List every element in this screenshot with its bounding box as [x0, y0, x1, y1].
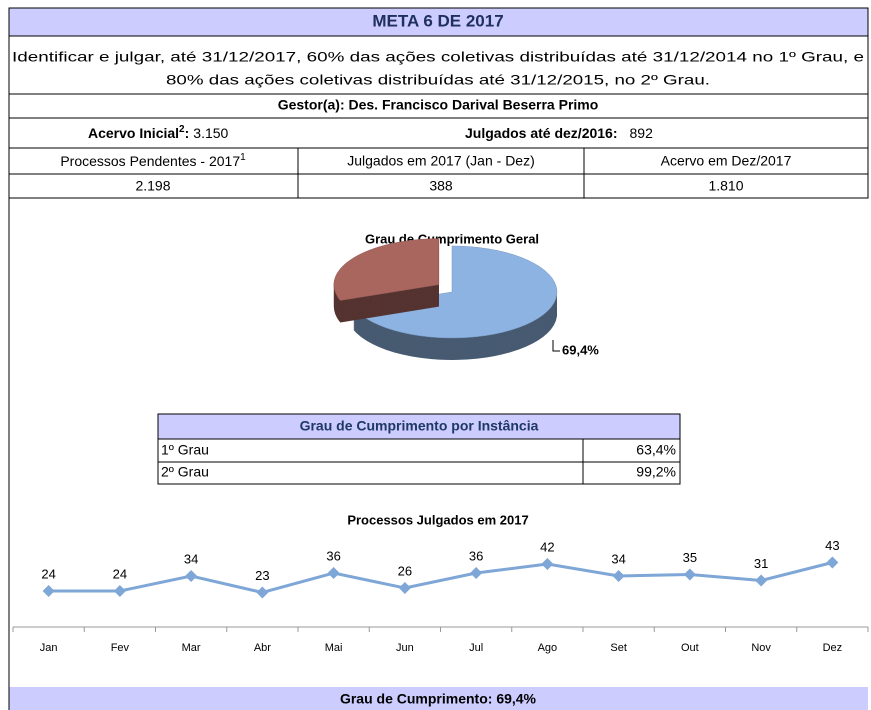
x-tick-label: Mar — [182, 642, 201, 654]
gestor: Gestor(a): Des. Francisco Darival Beserr… — [278, 97, 599, 113]
julgados-2016: Julgados até dez/2016: 892 — [465, 125, 653, 141]
data-label: 23 — [255, 568, 269, 583]
line — [48, 561, 833, 595]
border — [157, 413, 681, 485]
point — [398, 582, 411, 594]
x-tick-label: Nov — [751, 642, 771, 654]
x-tick-label: Ago — [538, 642, 558, 654]
footer: Grau de Cumprimento: 69,4% — [340, 691, 537, 707]
header-text: Processos Pendentes - 2017 — [60, 153, 240, 169]
description: 80% das ações coletivas distribuídas até… — [166, 72, 710, 88]
header: Processos Pendentes - 20171 — [60, 152, 246, 169]
note: 2 — [179, 124, 185, 135]
description: Identificar e julgar, até 31/12/2017, 60… — [12, 49, 864, 65]
value: 3.150 — [193, 125, 228, 141]
title: META 6 DE 2017 — [372, 11, 503, 30]
header: Julgados em 2017 (Jan - Dez) — [347, 153, 535, 169]
data-label: 36 — [469, 548, 483, 563]
x-tick-label: Jul — [469, 642, 483, 654]
cell: 388 — [429, 178, 453, 194]
point — [327, 567, 340, 579]
point — [256, 586, 269, 599]
point — [683, 568, 696, 581]
x-tick-label: Out — [681, 642, 699, 654]
instancia-header-band — [158, 414, 680, 439]
footer-band — [9, 687, 868, 710]
x-tick-label: Set — [610, 642, 627, 654]
data-label: 26 — [398, 563, 412, 578]
cell: 2º Grau — [161, 464, 209, 480]
data-label: 36 — [326, 548, 340, 563]
x-tick-label: Dez — [823, 642, 843, 654]
note: 1 — [240, 152, 246, 163]
data-label: 24 — [41, 566, 55, 581]
point — [42, 585, 55, 597]
point — [185, 570, 198, 582]
header: Acervo em Dez/2017 — [661, 153, 792, 169]
x-tick-label: Jun — [396, 642, 414, 654]
data-label: 24 — [113, 566, 127, 581]
chart-title: Processos Julgados em 2017 — [347, 512, 528, 527]
cell: 1.810 — [708, 178, 743, 194]
point — [541, 558, 554, 570]
separator: : — [185, 125, 190, 141]
cell: 99,2% — [636, 464, 676, 480]
cell: 1º Grau — [161, 442, 209, 458]
data-label: 35 — [683, 550, 697, 565]
data-label: 34 — [184, 551, 198, 566]
x-tick-label: Fev — [111, 642, 130, 654]
x-tick-label: Jan — [40, 642, 58, 654]
cell: 2.198 — [135, 178, 170, 194]
x-tick-label: Mai — [325, 642, 343, 654]
table-borders — [8, 7, 869, 710]
data-label: 43 — [825, 538, 839, 553]
point — [755, 574, 768, 587]
cell: 63,4% — [636, 442, 676, 458]
title-band — [9, 8, 868, 36]
point — [826, 556, 839, 569]
data-label: 31 — [754, 556, 768, 571]
pie-slice — [333, 238, 440, 301]
instancia-title: Grau de Cumprimento por Instância — [300, 418, 539, 434]
data-label: 69,4% — [562, 342, 599, 357]
point — [113, 585, 126, 597]
border — [8, 7, 869, 199]
point — [612, 570, 625, 582]
label: Julgados até dez/2016: — [465, 125, 618, 141]
x-tick-label: Abr — [254, 642, 271, 654]
value: 892 — [630, 125, 654, 141]
acervo-inicial: Acervo Inicial2: 3.150 — [88, 124, 229, 141]
data-label: 42 — [540, 539, 554, 554]
pie-slice — [352, 245, 558, 339]
label: Acervo Inicial — [88, 125, 179, 141]
point — [470, 567, 483, 579]
leader-line — [552, 340, 560, 352]
data-label: 34 — [611, 551, 625, 566]
